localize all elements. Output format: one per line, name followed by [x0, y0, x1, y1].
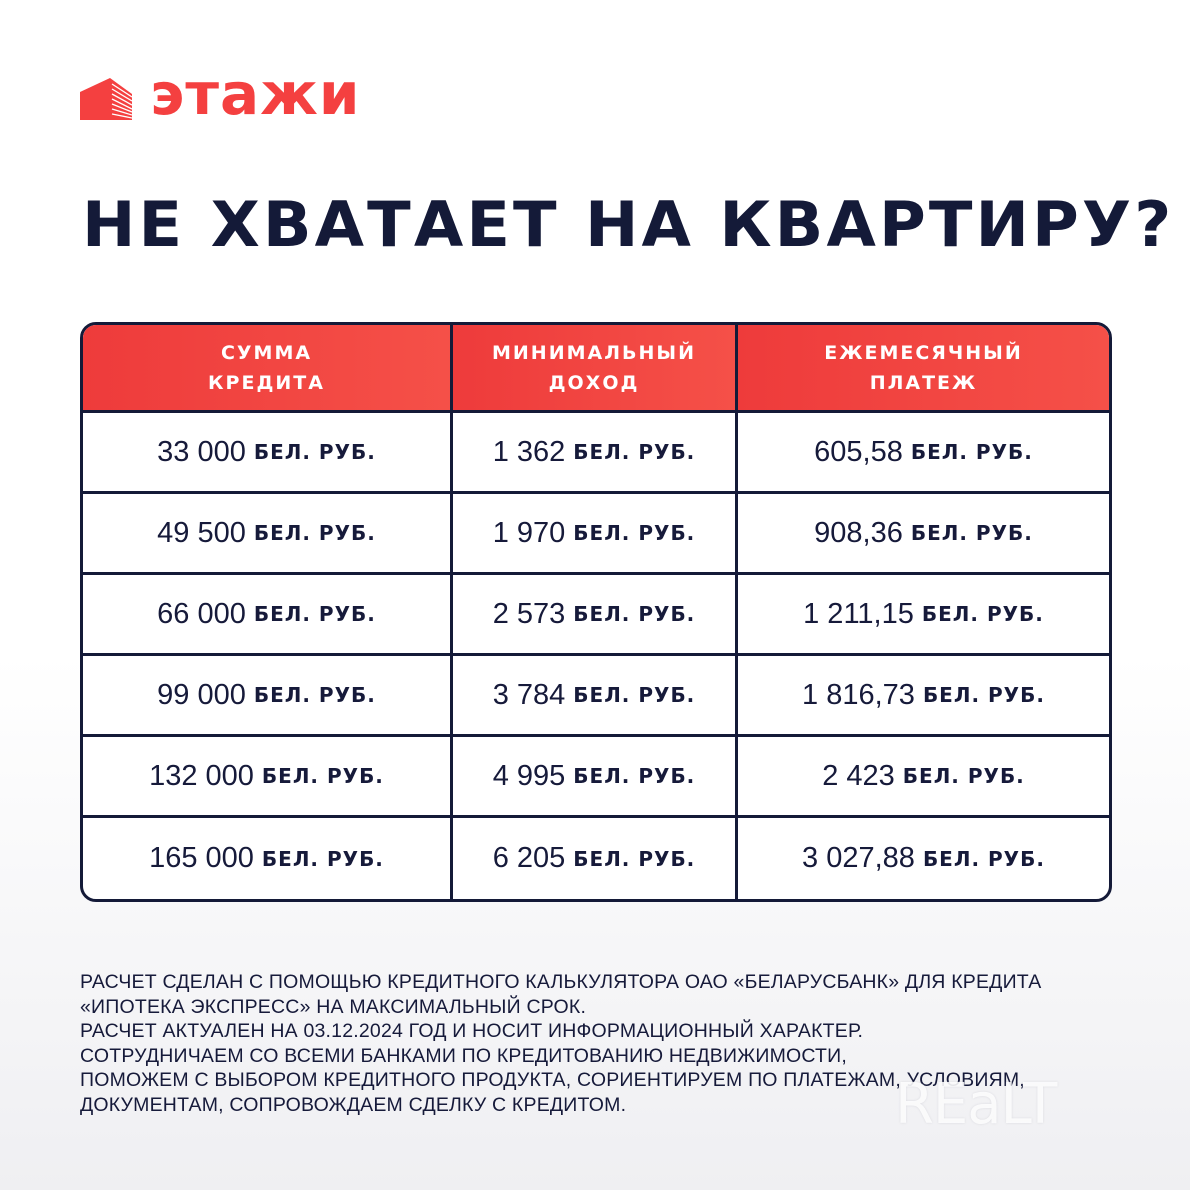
value: 1 211,15	[803, 597, 914, 630]
currency-unit: БЕЛ. РУБ.	[573, 683, 696, 707]
cell-loan-amount: 33 000 БЕЛ. РУБ.	[83, 413, 453, 494]
header-min-income: МИНИМАЛЬНЫЙ ДОХОД	[453, 325, 738, 413]
value: 33 000	[157, 435, 246, 468]
value: 605,58	[814, 435, 903, 468]
currency-unit: БЕЛ. РУБ.	[573, 764, 696, 788]
value: 4 995	[492, 759, 566, 792]
header-monthly-payment: ЕЖЕМЕСЯЧНЫЙ ПЛАТЕЖ	[738, 325, 1109, 413]
page-title: НЕ ХВАТАЕТ НА КВАРТИРУ?	[82, 188, 1175, 261]
footnote: РАСЧЕТ СДЕЛАН С ПОМОЩЬЮ КРЕДИТНОГО КАЛЬК…	[80, 970, 1041, 1117]
value: 6 205	[492, 842, 566, 874]
cell-min-income: 3 784 БЕЛ. РУБ.	[453, 656, 738, 737]
loan-table: СУММА КРЕДИТА МИНИМАЛЬНЫЙ ДОХОД ЕЖЕМЕСЯЧ…	[80, 322, 1112, 902]
value: 3 784	[492, 678, 566, 711]
value: 2 573	[492, 597, 566, 630]
footnote-line: РАСЧЕТ АКТУАЛЕН НА 03.12.2024 ГОД И НОСИ…	[80, 1020, 864, 1042]
cell-loan-amount: 132 000 БЕЛ. РУБ.	[83, 737, 453, 818]
footnote-line: «ИПОТЕКА ЭКСПРЕСС» НА МАКСИМАЛЬНЫЙ СРОК.	[80, 995, 587, 1018]
value: 1 970	[492, 516, 566, 549]
footnote-line: ДОКУМЕНТАМ, СОПРОВОЖДАЕМ СДЕЛКУ С КРЕДИТ…	[80, 1093, 627, 1116]
cell-min-income: 1 970 БЕЛ. РУБ.	[453, 494, 738, 575]
cell-monthly-payment: 1 816,73 БЕЛ. РУБ.	[738, 656, 1109, 737]
currency-unit: БЕЛ. РУБ.	[573, 440, 696, 464]
realt-watermark: REaLT	[895, 1072, 1057, 1137]
cell-loan-amount: 99 000 БЕЛ. РУБ.	[83, 656, 453, 737]
currency-unit: БЕЛ. РУБ.	[253, 521, 376, 545]
currency-unit: БЕЛ. РУБ.	[261, 764, 384, 788]
footnote-line: РАСЧЕТ СДЕЛАН С ПОМОЩЬЮ КРЕДИТНОГО КАЛЬК…	[80, 971, 1042, 993]
footnote-line: ПОМОЖЕМ С ВЫБОРОМ КРЕДИТНОГО ПРОДУКТА, С…	[80, 1069, 1025, 1091]
cell-min-income: 1 362 БЕЛ. РУБ.	[453, 413, 738, 494]
value: 2 423	[822, 759, 895, 792]
cell-loan-amount: 165 000 БЕЛ. РУБ.	[83, 818, 453, 899]
value: 132 000	[149, 759, 254, 792]
value: 99 000	[157, 678, 246, 711]
header-loan-amount: СУММА КРЕДИТА	[83, 325, 453, 413]
cell-monthly-payment: 3 027,88 БЕЛ. РУБ.	[738, 818, 1109, 899]
brand-name: этажи	[150, 60, 361, 128]
currency-unit: БЕЛ. РУБ.	[253, 602, 376, 626]
value: 66 000	[157, 597, 246, 630]
currency-unit: БЕЛ. РУБ.	[910, 440, 1033, 464]
currency-unit: БЕЛ. РУБ.	[922, 683, 1045, 707]
cell-monthly-payment: 605,58 БЕЛ. РУБ.	[738, 413, 1109, 494]
cell-min-income: 6 205 БЕЛ. РУБ.	[453, 818, 738, 899]
cell-min-income: 2 573 БЕЛ. РУБ.	[453, 575, 738, 656]
cell-monthly-payment: 2 423 БЕЛ. РУБ.	[738, 737, 1109, 818]
currency-unit: БЕЛ. РУБ.	[261, 846, 384, 871]
value: 3 027,88	[802, 842, 915, 874]
currency-unit: БЕЛ. РУБ.	[573, 846, 696, 871]
value: 908,36	[814, 516, 903, 549]
currency-unit: БЕЛ. РУБ.	[253, 683, 376, 707]
currency-unit: БЕЛ. РУБ.	[921, 602, 1044, 626]
currency-unit: БЕЛ. РУБ.	[922, 846, 1045, 871]
currency-unit: БЕЛ. РУБ.	[910, 521, 1033, 545]
value: 165 000	[149, 842, 254, 874]
cell-min-income: 4 995 БЕЛ. РУБ.	[453, 737, 738, 818]
cell-loan-amount: 66 000 БЕЛ. РУБ.	[83, 575, 453, 656]
building-icon	[80, 78, 132, 120]
cell-monthly-payment: 908,36 БЕЛ. РУБ.	[738, 494, 1109, 575]
value: 1 362	[492, 435, 566, 468]
currency-unit: БЕЛ. РУБ.	[902, 764, 1025, 788]
footnote-line: СОТРУДНИЧАЕМ СО ВСЕМИ БАНКАМИ ПО КРЕДИТО…	[80, 1044, 847, 1067]
cell-monthly-payment: 1 211,15 БЕЛ. РУБ.	[738, 575, 1109, 656]
currency-unit: БЕЛ. РУБ.	[573, 521, 696, 545]
value: 49 500	[157, 516, 246, 549]
currency-unit: БЕЛ. РУБ.	[573, 602, 696, 626]
cell-loan-amount: 49 500 БЕЛ. РУБ.	[83, 494, 453, 575]
value: 1 816,73	[802, 678, 915, 711]
currency-unit: БЕЛ. РУБ.	[253, 440, 376, 464]
brand-logo: этажи	[80, 65, 361, 123]
